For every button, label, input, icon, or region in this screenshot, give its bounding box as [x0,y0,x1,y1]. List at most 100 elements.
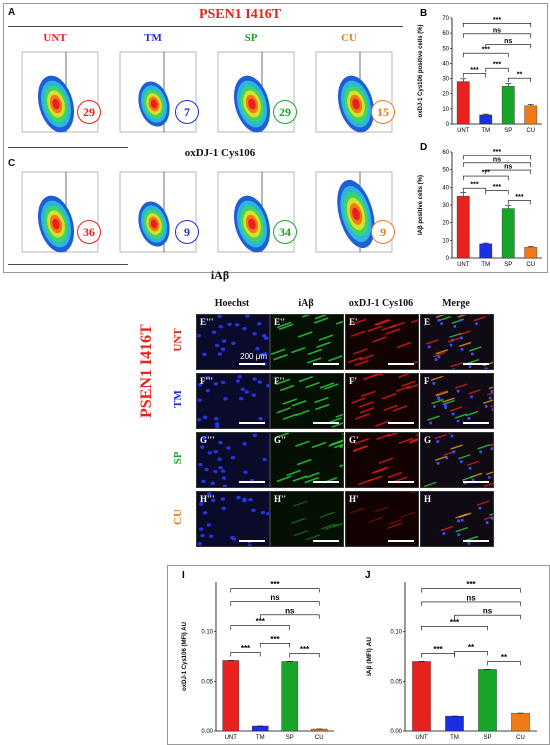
cell-fiber [314,396,329,404]
merge-nucleus [429,421,433,425]
cell-fiber [409,439,418,444]
bar-tm [251,725,269,732]
x-tick-label-cu: CU [315,735,324,741]
cell-fiber [293,500,308,507]
tile-label: E [424,317,431,327]
nucleus [236,495,241,500]
nucleus [259,352,264,357]
micro-texture [197,315,269,366]
x-tick-label-tm: TM [481,262,490,268]
scale-bar [388,481,414,483]
cell-fiber [306,357,322,364]
y-axis-label: iAβ (MFI) AU [366,637,373,676]
merge-fiber [482,361,493,367]
sig-label: *** [241,644,251,653]
sig-label: *** [493,184,501,191]
x-tick-label-unt: UNT [457,128,470,134]
merge-nucleus [459,336,463,340]
tile-label: H'' [274,494,287,504]
x-tick-label-sp: SP [504,128,512,134]
cell-fiber [328,355,343,362]
sig-label: *** [300,645,310,654]
tile-label: F' [349,376,357,386]
nucleus [220,469,226,473]
condition-label-tm: TM [144,32,162,44]
chart-letter-i: I [182,570,185,581]
nucleus [231,341,236,345]
micro-texture [275,433,343,484]
merge-fiber [454,413,468,419]
merge-fiber [469,346,482,352]
sig-label: *** [450,618,460,627]
cell-fiber [406,383,418,390]
micro-tile-cu-2: H'' [270,491,344,547]
x-tick-label-cu: CU [526,262,535,268]
scale-bar [463,481,489,483]
cell-fiber [349,507,365,514]
sig-label: *** [482,47,490,54]
cell-fiber [360,390,376,398]
flow-plot-2 [119,51,197,133]
merge-nucleus [460,347,464,351]
cell-fiber [307,348,323,356]
scale-bar [313,422,339,424]
nucleus [247,544,252,546]
scale-bar [388,363,414,365]
sig-bracket [485,190,509,195]
sig-bracket [485,67,509,73]
merge-nucleus [467,417,471,421]
panel-c-caption: iAβ [210,268,230,282]
x-tick-label-sp: SP [483,735,491,741]
micro-texture [352,433,418,486]
nucleus [263,352,268,356]
nucleus [208,534,214,538]
nucleus [200,445,205,449]
nucleus [217,315,222,318]
y-axis-label: oxDJ-1 Cys106 positive cells (%) [418,24,424,117]
nucleus [235,379,241,383]
merge-nucleus [470,395,474,399]
merge-fiber [483,482,493,487]
sig-bracket [421,588,521,593]
x-tick-label-tm: TM [481,128,490,134]
micro-texture [347,318,418,367]
sig-label: *** [270,635,280,644]
column-header-3: oxDJ-1 Cys106 [348,298,414,309]
flow-plot-1 [21,171,99,253]
sig-label: *** [493,17,501,24]
cell-fiber [271,348,286,356]
merge-nucleus [467,541,471,545]
cell-fiber [302,315,311,318]
cell-fiber [392,405,408,412]
x-tick-label-unt: UNT [457,262,470,268]
micro-tile-cu-1: H''' [196,491,270,547]
nucleus [218,440,223,445]
merge-nucleus [450,434,454,438]
cell-fiber [296,458,312,466]
cell-fiber [334,443,343,449]
sig-bracket [289,653,320,658]
chart-b: B 0 10 20 30 40 50 60 70 oxDJ-1 Cys106 positive c… [418,8,542,134]
density-layer [248,218,256,230]
merge-nucleus [487,475,491,479]
micro-tile-sp-2: G'' [270,432,344,488]
y-tick-label: 40 [442,185,449,191]
merge-nucleus [437,318,441,322]
nucleus [204,467,209,472]
bar-cu [511,712,530,732]
tile-label: H' [349,494,359,504]
merge-fiber [431,398,444,405]
sig-label: ns [493,156,501,163]
scale-bar [388,540,414,542]
merge-fiber [450,444,463,450]
nucleus [239,396,244,401]
cell-fiber [305,472,320,479]
cell-fiber [295,440,310,448]
title-underline [8,26,403,27]
y-tick-label: 30 [442,77,449,83]
percent-badge-unt: 36 [77,220,101,244]
nucleus [234,323,240,327]
merge-fiber [442,397,455,403]
cell-fiber [367,475,383,482]
merge-nucleus [479,450,483,454]
